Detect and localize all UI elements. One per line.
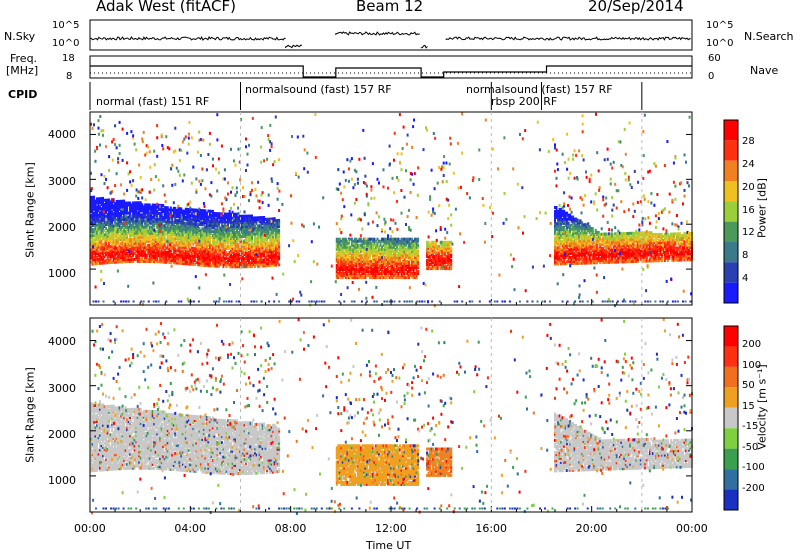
colorbar-swatch <box>724 448 738 470</box>
cpid-mode-4: normalsound (fast) 157 RF <box>466 83 613 96</box>
nsky-tick-bottom: 10^0 <box>52 38 80 49</box>
p1-ytick-1000: 1000 <box>48 267 76 280</box>
cpid-mode-2: normalsound (fast) 157 RF <box>245 83 392 96</box>
freq-tick-bottom: 8 <box>66 71 73 82</box>
colorbar-swatch <box>724 407 738 429</box>
heatmap-cells-2 <box>90 318 693 515</box>
nsearch-tick-top: 10^5 <box>706 20 734 31</box>
colorbar-swatch <box>724 387 738 408</box>
colorbar-swatch <box>724 428 738 449</box>
freq-label: Freq. <box>10 52 38 65</box>
p2-ytick-2000: 2000 <box>48 428 76 441</box>
x-axis-title: Time UT <box>366 539 412 552</box>
nave-tick-top: 60 <box>708 53 721 64</box>
cpid-mode-3: rbsp 200 RF <box>491 95 558 108</box>
nsky-tick-top: 10^5 <box>52 20 80 31</box>
colorbar-tick-label: 16 <box>742 204 755 216</box>
nsearch-label: N.Search <box>744 30 794 43</box>
nsearch-tick-bottom: 10^0 <box>706 38 734 49</box>
colorbar-swatch <box>724 366 738 388</box>
colorbar-tick-label: 28 <box>742 135 755 147</box>
colorbar-tick-label: -15 <box>742 421 759 433</box>
colorbar-tick-label: 200 <box>742 339 762 351</box>
p1-ytick-4000: 4000 <box>48 128 76 141</box>
colorbar-tick-label: 15 <box>742 400 755 412</box>
colorbar-tick-label: 50 <box>742 380 755 392</box>
p2-ytick-1000: 1000 <box>48 474 76 487</box>
colorbar-tick-label: 100 <box>742 359 762 371</box>
colorbar-swatch <box>724 160 738 181</box>
x-tick-label: 08:00 <box>274 522 307 535</box>
colorbar-tick-label: -50 <box>742 441 759 453</box>
date-title: 20/Sep/2014 <box>588 0 684 15</box>
x-tick-label: 12:00 <box>375 522 407 535</box>
colorbar-swatch <box>724 140 738 161</box>
x-tick-label: 00:00 <box>676 522 708 535</box>
nave-label: Nave <box>750 64 779 77</box>
x-tick-label: 00:00 <box>74 522 106 535</box>
nsky-trace <box>89 31 691 49</box>
colorbar-frame <box>723 119 739 304</box>
p1-ytick-2000: 2000 <box>48 221 76 234</box>
colorbar-tick-label: -200 <box>742 482 765 494</box>
p2-ytick-3000: 3000 <box>48 382 76 395</box>
p1-ytick-3000: 3000 <box>48 175 76 188</box>
beam-title: Beam 12 <box>356 0 424 15</box>
colorbar-tick-label: 24 <box>742 158 755 170</box>
colorbar-swatch <box>724 346 738 367</box>
nsky-panel-frame <box>89 19 693 51</box>
station-title: Adak West (fitACF) <box>96 0 236 15</box>
colorbar-swatch <box>724 262 738 283</box>
x-tick-label: 04:00 <box>174 522 207 535</box>
colorbar-tick-label: 20 <box>742 181 755 193</box>
colorbar-tick-label: 4 <box>742 273 749 285</box>
heatmap-cells-1 <box>90 112 693 308</box>
colorbar-tick-label: 12 <box>742 227 755 239</box>
freq-panel-frame <box>89 55 693 79</box>
colorbar-tick-label: -100 <box>742 462 765 474</box>
cpid-label: CPID <box>8 88 38 101</box>
p2-ytick-4000: 4000 <box>48 335 76 348</box>
nsky-label: N.Sky <box>4 30 36 43</box>
x-tick-label: 16:00 <box>475 522 508 535</box>
colorbar-swatch <box>724 221 738 242</box>
freq-unit-label: [MHz] <box>6 64 39 77</box>
colorbar-swatch <box>724 282 738 303</box>
colorbar-tick-label: 8 <box>742 250 749 262</box>
nave-tick-bottom: 0 <box>708 71 715 82</box>
x-tick-label: 20:00 <box>575 522 608 535</box>
colorbar-swatch <box>724 242 738 263</box>
cpid-mode-1: normal (fast) 151 RF <box>96 95 210 108</box>
colorbar-swatch <box>724 469 738 490</box>
freq-tick-top: 18 <box>62 53 75 64</box>
colorbar-swatch <box>724 201 738 222</box>
colorbar-swatch <box>724 489 738 510</box>
colorbar-swatch <box>724 181 738 202</box>
freq-trace <box>90 65 692 78</box>
colorbar-swatch <box>724 120 738 141</box>
colorbar-swatch <box>724 326 738 347</box>
colorbar-frame <box>723 325 739 511</box>
